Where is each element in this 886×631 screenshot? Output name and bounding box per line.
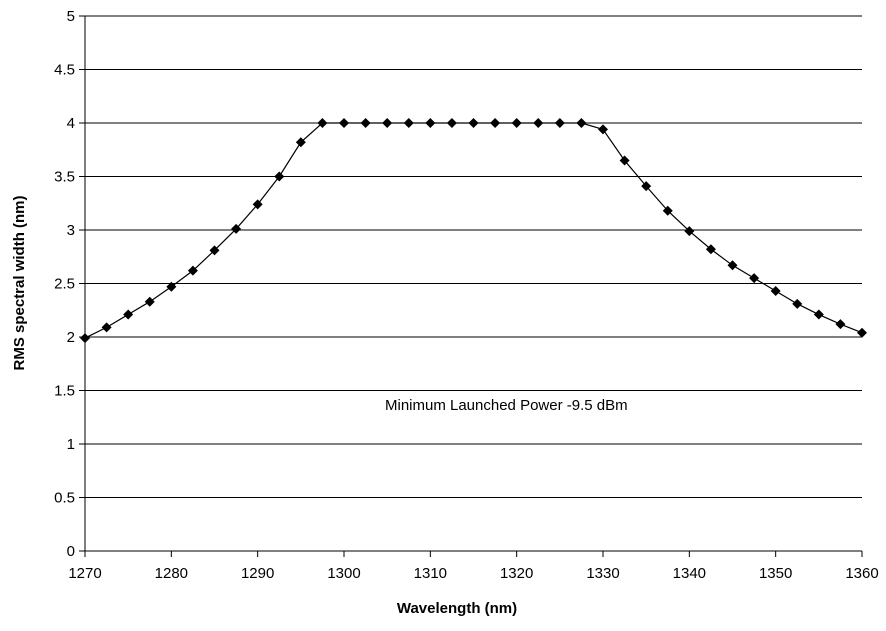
x-tick-labels: 1270 1280 1290 1300 1310 1320 1330 1340 1350 1360 [68, 565, 878, 582]
data-point-marker [446, 118, 457, 128]
data-point-marker [770, 285, 781, 296]
x-tick-label: 1290 [241, 565, 274, 582]
data-point-marker [705, 244, 716, 255]
y-tick-label: 0.5 [54, 490, 75, 507]
data-point-marker [295, 137, 306, 148]
x-tick-label: 1280 [155, 565, 188, 582]
x-axis-title: Wavelength (nm) [397, 600, 517, 617]
data-point-marker [835, 319, 846, 330]
data-point-marker [339, 118, 349, 128]
x-tick-label: 1340 [673, 565, 706, 582]
data-point-marker [727, 260, 738, 271]
data-point-marker [187, 265, 198, 276]
data-point-marker [166, 281, 177, 292]
data-point-marker [382, 118, 393, 128]
y-tick-labels: 0 0.5 1 1.5 2 2.5 3 3.5 4 4.5 5 [54, 8, 75, 560]
y-tick-label: 4.5 [54, 62, 75, 79]
data-point-marker [252, 199, 263, 210]
series-line [84, 122, 863, 339]
data-point-marker [641, 181, 652, 192]
data-point-marker [598, 124, 608, 135]
data-point-marker [813, 309, 824, 320]
data-point-marker [209, 245, 220, 256]
data-point-marker [123, 309, 134, 320]
data-point-marker [792, 298, 803, 309]
data-point-marker [80, 333, 90, 344]
data-point-marker [403, 118, 414, 128]
data-point-marker [231, 223, 242, 234]
x-tick-label: 1310 [414, 565, 447, 582]
y-tick-label: 1 [67, 436, 75, 453]
data-point-marker [533, 118, 544, 128]
data-point-marker [360, 118, 371, 128]
x-tick-label: 1270 [68, 565, 101, 582]
x-tick-label: 1330 [586, 565, 619, 582]
data-point-marker [684, 226, 695, 237]
data-series [80, 118, 867, 344]
data-point-marker [554, 118, 565, 128]
data-point-marker [101, 322, 112, 333]
data-point-marker [662, 205, 673, 216]
y-tick-label: 0 [67, 543, 75, 560]
y-tick-label: 3 [67, 222, 75, 239]
y-tick-label: 2.5 [54, 276, 75, 293]
x-tick-label: 1320 [500, 565, 533, 582]
data-point-marker [619, 155, 630, 166]
y-tick-label: 5 [67, 8, 75, 25]
data-point-marker [511, 118, 522, 128]
x-tick-label: 1300 [327, 565, 360, 582]
y-axis-title: RMS spectral width (nm) [11, 195, 28, 370]
data-point-marker [857, 327, 867, 338]
data-point-marker [490, 118, 501, 128]
data-point-marker [425, 118, 436, 128]
y-tick-label: 3.5 [54, 169, 75, 186]
data-point-marker [468, 118, 479, 128]
data-point-marker [317, 118, 328, 128]
data-point-marker [749, 273, 760, 284]
x-tick-label: 1360 [845, 565, 878, 582]
gridlines [85, 15, 862, 498]
y-tick-label: 4 [67, 115, 75, 132]
chart-annotation: Minimum Launched Power -9.5 dBm [385, 397, 628, 414]
y-tick-label: 2 [67, 329, 75, 346]
data-point-marker [274, 171, 285, 182]
axes [79, 15, 863, 557]
x-tick-label: 1350 [759, 565, 792, 582]
data-point-marker [576, 118, 587, 128]
y-tick-label: 1.5 [54, 383, 75, 400]
data-point-marker [144, 296, 155, 307]
